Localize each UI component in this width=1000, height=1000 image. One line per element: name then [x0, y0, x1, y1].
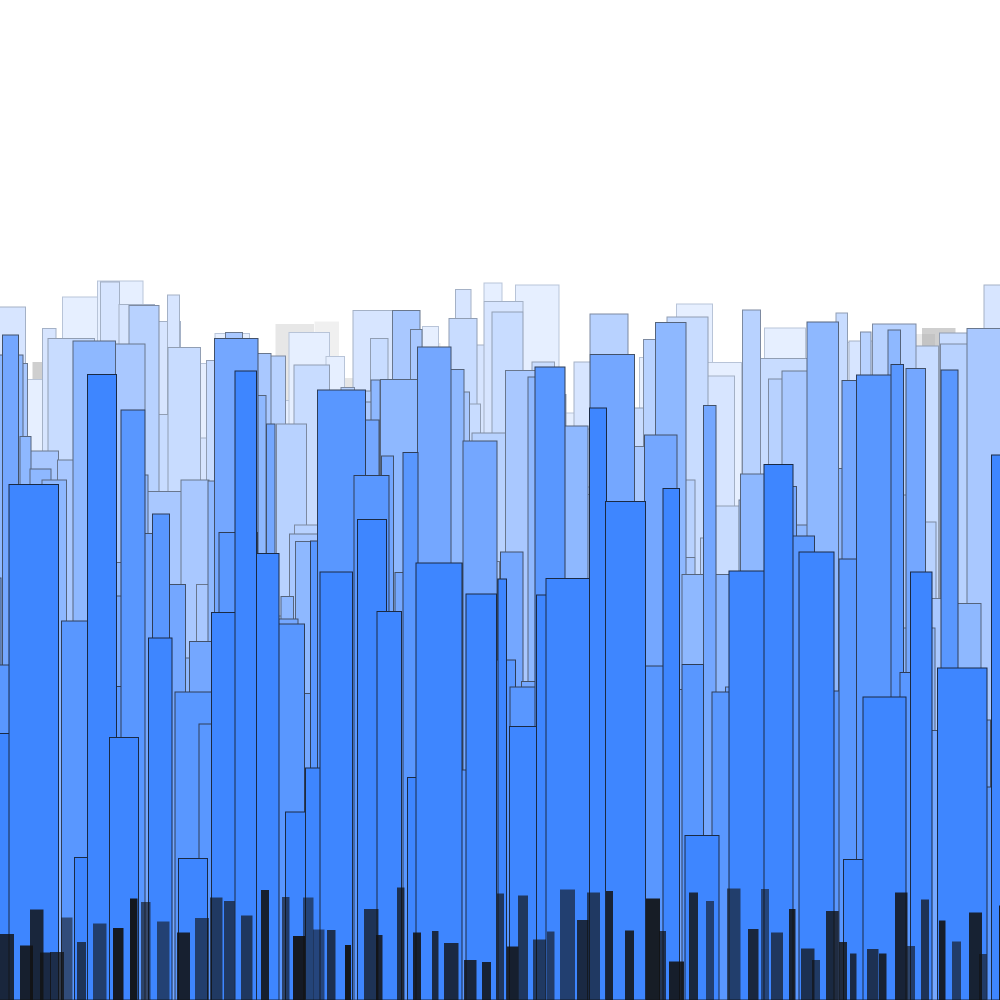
ground-shadow	[376, 935, 383, 1000]
ground-shadow	[397, 887, 405, 1000]
ground-shadow	[40, 952, 52, 1000]
building	[937, 667, 988, 1000]
building	[662, 487, 680, 1000]
ground-shadow	[771, 932, 784, 1000]
ground-shadow	[130, 898, 138, 1000]
ground-shadow	[327, 930, 336, 1000]
ground-shadow	[157, 921, 170, 1000]
building	[535, 594, 547, 1000]
ground-shadow	[867, 948, 879, 1000]
building-layers	[0, 280, 1000, 1000]
ground-shadow	[482, 961, 492, 1000]
ground-shadow	[113, 927, 124, 1000]
ground-shadow	[195, 918, 209, 1000]
building	[465, 593, 497, 1000]
ground-shadow	[748, 928, 759, 1000]
building	[990, 454, 1000, 1000]
ground-shadow	[646, 898, 661, 1000]
ground-shadow	[224, 901, 235, 1000]
ground-shadow	[533, 939, 547, 1000]
building	[147, 637, 173, 1000]
ground-shadow	[727, 888, 741, 1000]
ground-shadow	[706, 901, 714, 1000]
ground-shadow	[497, 893, 505, 1000]
building	[497, 578, 507, 1000]
building	[255, 552, 280, 1000]
ground-shadow	[761, 888, 769, 1000]
building	[234, 370, 257, 1000]
ground-shadow	[507, 946, 519, 1000]
ground-shadow	[444, 942, 459, 1000]
ground-shadow	[50, 951, 64, 1000]
ground-shadow	[364, 908, 379, 1000]
ground-shadow	[625, 930, 634, 1000]
ground-shadow	[879, 953, 887, 1000]
ground-shadow	[282, 897, 290, 1000]
ground-shadow	[303, 897, 314, 1000]
ground-shadow	[61, 917, 73, 1000]
ground-shadow	[177, 932, 191, 1000]
ground-shadow	[939, 920, 946, 1000]
ground-shadow	[921, 899, 929, 1000]
ground-shadow	[577, 920, 589, 1000]
ground-shadow	[789, 908, 796, 1000]
ground-shadow	[413, 932, 421, 1000]
building	[909, 571, 933, 1000]
ground-shadow	[464, 959, 477, 1000]
ground-shadow	[518, 895, 529, 1000]
ground-shadow	[801, 948, 815, 1000]
ground-shadow	[952, 941, 961, 1000]
ground-shadow	[77, 942, 86, 1000]
ground-shadow	[826, 911, 839, 1000]
ground-shadow	[432, 931, 439, 1000]
ground-shadow	[241, 915, 253, 1000]
ground-shadow	[587, 892, 600, 1000]
ground-shadow	[313, 929, 325, 1000]
ground-shadow	[547, 931, 555, 1000]
ground-shadow	[141, 902, 151, 1000]
ground-shadow	[839, 941, 848, 1000]
ground-shadow	[210, 897, 223, 1000]
ground-shadow	[669, 961, 684, 1000]
ground-shadow	[907, 946, 915, 1000]
ground-shadow	[689, 892, 698, 1000]
ground-shadow	[659, 930, 667, 1000]
building	[319, 571, 353, 1000]
ground-shadow	[0, 933, 15, 1000]
building	[415, 562, 463, 1000]
ground-shadow	[560, 889, 575, 1000]
ground-shadow	[812, 959, 821, 1000]
ground-shadow	[293, 935, 306, 1000]
ground-shadow-layer	[0, 887, 1000, 1000]
ground-shadow	[895, 892, 908, 1000]
ground-shadow	[261, 890, 269, 1000]
ground-shadow	[979, 953, 987, 1000]
ground-shadow	[20, 945, 33, 1000]
ground-shadow	[345, 944, 352, 1000]
ground-shadow	[850, 953, 857, 1000]
ground-shadow	[93, 923, 107, 1000]
ground-shadow	[606, 890, 613, 1000]
ground-shadow	[969, 912, 983, 1000]
